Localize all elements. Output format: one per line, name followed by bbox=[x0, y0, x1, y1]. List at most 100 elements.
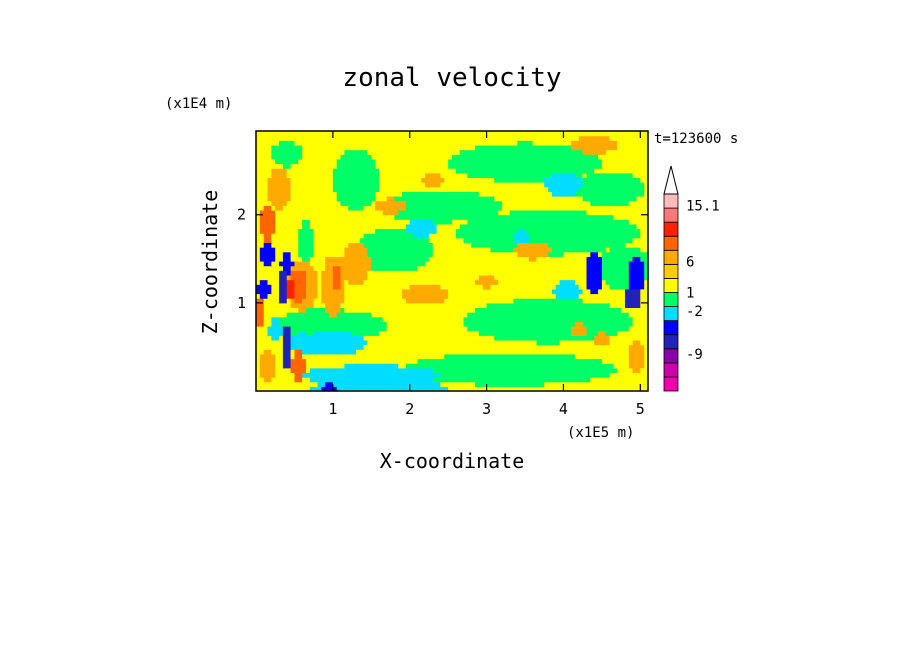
field-cell bbox=[375, 163, 449, 169]
field-cell bbox=[256, 298, 265, 304]
field-cell bbox=[598, 251, 603, 257]
field-cell bbox=[263, 205, 272, 211]
field-cell bbox=[282, 349, 292, 355]
field-cell bbox=[302, 144, 476, 151]
field-cell bbox=[286, 312, 330, 318]
field-cell bbox=[463, 316, 634, 322]
field-cell bbox=[263, 349, 272, 355]
colorbar-label: 15.1 bbox=[686, 199, 720, 215]
field-cell bbox=[644, 182, 649, 188]
field-cell bbox=[594, 168, 649, 174]
field-cell bbox=[601, 261, 630, 267]
field-cell bbox=[382, 316, 465, 322]
field-cell bbox=[309, 367, 434, 374]
field-cell bbox=[309, 219, 411, 225]
field-cell bbox=[386, 321, 465, 327]
field-cell bbox=[309, 377, 434, 383]
field-cell bbox=[590, 200, 630, 206]
field-cell bbox=[382, 209, 399, 216]
field-cell bbox=[405, 205, 503, 211]
colorbar-overflow-arrow bbox=[663, 165, 679, 195]
field-cell bbox=[601, 158, 649, 165]
field-cell bbox=[302, 298, 315, 304]
field-cell bbox=[275, 251, 284, 257]
x-tick-label: 5 bbox=[636, 400, 645, 418]
field-cell bbox=[263, 302, 292, 309]
colorbar-bin bbox=[663, 249, 679, 265]
field-cell bbox=[371, 154, 453, 160]
field-cell bbox=[256, 228, 261, 234]
y-tick-label: 1 bbox=[237, 294, 246, 312]
field-cell bbox=[601, 279, 607, 285]
field-cell bbox=[282, 358, 292, 364]
field-cell bbox=[517, 251, 549, 257]
field-cell bbox=[321, 293, 345, 299]
field-cell bbox=[256, 326, 269, 332]
field-cell bbox=[294, 279, 307, 285]
field-cell bbox=[259, 223, 276, 230]
field-cell bbox=[256, 172, 272, 179]
field-cell bbox=[286, 172, 334, 179]
field-cell bbox=[378, 168, 457, 174]
field-cell bbox=[344, 288, 403, 295]
plot-field bbox=[256, 131, 649, 392]
field-cell bbox=[271, 172, 288, 179]
field-cell bbox=[617, 330, 649, 336]
field-cell bbox=[275, 205, 284, 211]
field-cell bbox=[275, 214, 395, 220]
field-cell bbox=[290, 367, 307, 374]
field-cell bbox=[628, 261, 645, 267]
field-cell bbox=[371, 256, 430, 262]
field-cell bbox=[271, 321, 280, 327]
field-cell bbox=[298, 251, 315, 257]
field-cell bbox=[582, 182, 645, 188]
field-cell bbox=[609, 302, 626, 309]
field-cell bbox=[275, 228, 299, 234]
field-cell bbox=[578, 135, 611, 141]
field-cell bbox=[332, 265, 342, 271]
field-cell bbox=[259, 372, 276, 378]
colorbar-bin bbox=[663, 278, 679, 293]
field-cell bbox=[302, 219, 311, 225]
field-cell bbox=[305, 367, 311, 374]
field-cell bbox=[598, 330, 607, 336]
field-cell bbox=[298, 158, 338, 165]
field-cell bbox=[409, 284, 442, 290]
field-cell bbox=[256, 261, 265, 267]
field-cell bbox=[582, 321, 634, 327]
y-tick-label: 2 bbox=[237, 206, 246, 224]
field-cell bbox=[644, 261, 649, 267]
field-cell bbox=[256, 251, 261, 257]
colorbar-bin bbox=[663, 348, 679, 364]
field-cell bbox=[256, 293, 261, 299]
field-cell bbox=[294, 298, 303, 304]
field-cell bbox=[363, 242, 434, 248]
field-cell bbox=[586, 172, 634, 179]
field-cell bbox=[305, 279, 319, 285]
field-cell bbox=[348, 242, 365, 248]
field-cell bbox=[551, 247, 607, 253]
field-cell bbox=[259, 247, 276, 253]
field-cell bbox=[586, 261, 603, 267]
field-cell bbox=[298, 330, 307, 336]
field-cell bbox=[290, 177, 334, 183]
field-cell bbox=[586, 326, 630, 332]
field-cell bbox=[336, 386, 449, 392]
field-cell bbox=[375, 228, 407, 234]
field-cell bbox=[628, 219, 649, 225]
field-cell bbox=[628, 284, 645, 290]
field-cell bbox=[305, 363, 345, 369]
field-cell bbox=[286, 274, 292, 281]
field-cell bbox=[271, 200, 288, 206]
field-cell bbox=[302, 349, 357, 355]
x-tick-label: 4 bbox=[559, 400, 568, 418]
field-cell bbox=[494, 335, 595, 341]
field-cell bbox=[298, 307, 307, 313]
field-cell bbox=[455, 168, 595, 174]
field-cell bbox=[282, 163, 292, 169]
field-cell bbox=[621, 307, 649, 313]
field-cell bbox=[601, 163, 649, 169]
field-cell bbox=[263, 233, 272, 239]
field-cell bbox=[405, 298, 445, 304]
field-cell bbox=[463, 321, 576, 327]
